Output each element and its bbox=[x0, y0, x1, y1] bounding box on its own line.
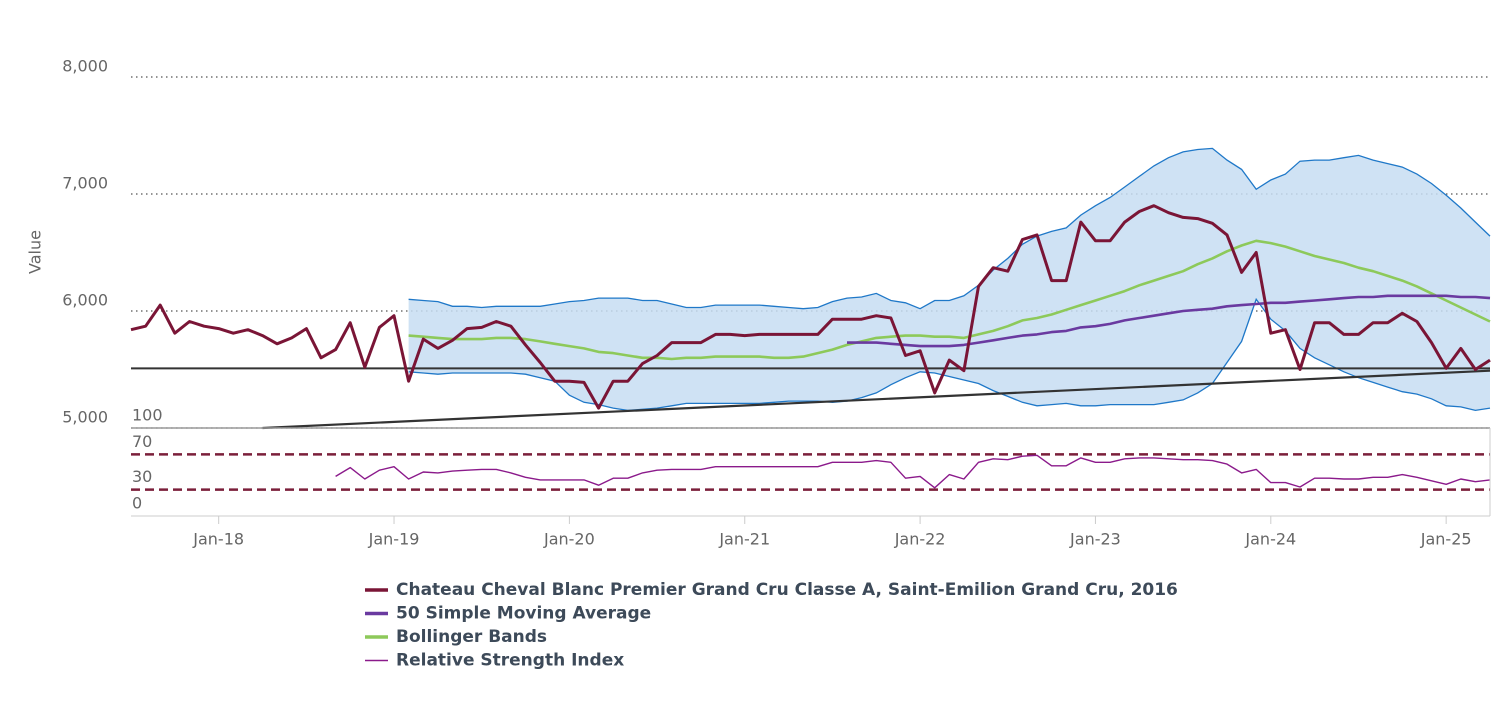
series-line bbox=[335, 454, 1491, 489]
y2-tick-label: 30 bbox=[132, 467, 152, 486]
legend-label: Chateau Cheval Blanc Premier Grand Cru C… bbox=[396, 580, 1178, 600]
y-tick-label: 8,000 bbox=[62, 57, 108, 76]
x-tick-label: Jan-18 bbox=[192, 530, 244, 549]
y-tick-label: 5,000 bbox=[62, 408, 108, 427]
legend-label: Relative Strength Index bbox=[396, 651, 624, 671]
x-tick-label: Jan-22 bbox=[894, 530, 946, 549]
x-tick-label: Jan-25 bbox=[1420, 530, 1472, 549]
y2-tick-label: 70 bbox=[132, 432, 152, 451]
legend-label: 50 Simple Moving Average bbox=[396, 604, 651, 624]
bollinger-band-area bbox=[408, 148, 1491, 411]
y-axis-label: Value bbox=[26, 230, 45, 274]
bollinger-upper bbox=[408, 147, 1491, 310]
y-tick-label: 7,000 bbox=[62, 174, 108, 193]
series-line bbox=[408, 239, 1491, 361]
y2-tick-label: 0 bbox=[132, 494, 142, 513]
series-line bbox=[847, 294, 1491, 348]
series-line bbox=[130, 204, 1491, 410]
legend-label: Bollinger Bands bbox=[396, 627, 547, 647]
x-tick-label: Jan-21 bbox=[718, 530, 770, 549]
x-tick-label: Jan-23 bbox=[1069, 530, 1121, 549]
x-tick-label: Jan-24 bbox=[1244, 530, 1296, 549]
x-tick-label: Jan-20 bbox=[543, 530, 595, 549]
y-tick-label: 6,000 bbox=[62, 291, 108, 310]
y2-tick-label: 100 bbox=[132, 406, 163, 425]
bollinger-lower bbox=[408, 297, 1491, 412]
x-tick-label: Jan-19 bbox=[368, 530, 420, 549]
trend-line bbox=[262, 369, 1491, 430]
